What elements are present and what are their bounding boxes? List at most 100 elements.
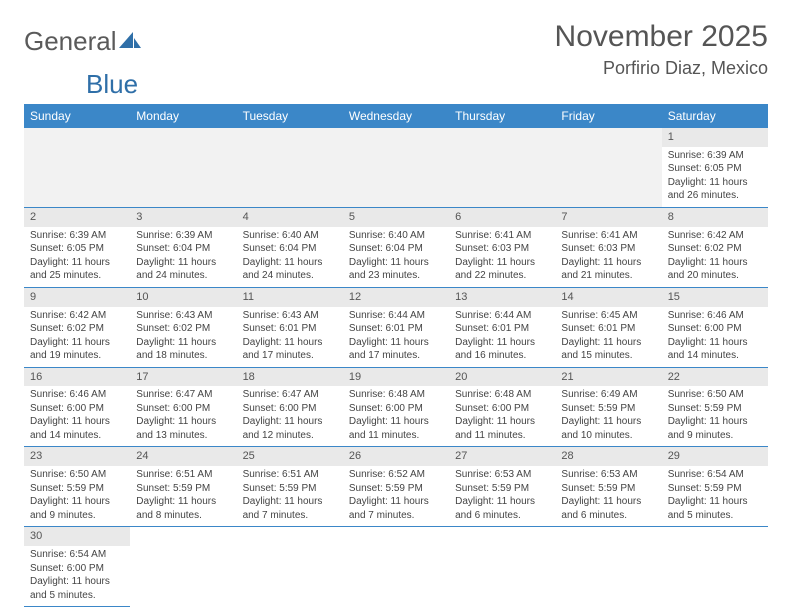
weekday-header: Monday: [130, 104, 236, 128]
calendar-cell: 21Sunrise: 6:49 AMSunset: 5:59 PMDayligh…: [555, 367, 661, 447]
day-body: Sunrise: 6:48 AMSunset: 6:00 PMDaylight:…: [449, 386, 555, 446]
day-number: 16: [24, 368, 130, 387]
day-body: Sunrise: 6:43 AMSunset: 6:01 PMDaylight:…: [237, 307, 343, 367]
sunrise-line: Sunrise: 6:51 AM: [136, 468, 230, 482]
day-body: Sunrise: 6:49 AMSunset: 5:59 PMDaylight:…: [555, 386, 661, 446]
calendar-cell: 24Sunrise: 6:51 AMSunset: 5:59 PMDayligh…: [130, 447, 236, 527]
daylight-line: Daylight: 11 hours and 14 minutes.: [30, 415, 124, 442]
weekday-header: Thursday: [449, 104, 555, 128]
day-number: 27: [449, 447, 555, 466]
calendar-cell: 25Sunrise: 6:51 AMSunset: 5:59 PMDayligh…: [237, 447, 343, 527]
daylight-line: Daylight: 11 hours and 22 minutes.: [455, 256, 549, 283]
day-number: 19: [343, 368, 449, 387]
sunset-line: Sunset: 5:59 PM: [668, 402, 762, 416]
daylight-line: Daylight: 11 hours and 18 minutes.: [136, 336, 230, 363]
calendar-row: 30Sunrise: 6:54 AMSunset: 6:00 PMDayligh…: [24, 527, 768, 607]
day-number: 1: [662, 128, 768, 147]
calendar-cell: 12Sunrise: 6:44 AMSunset: 6:01 PMDayligh…: [343, 287, 449, 367]
day-body: Sunrise: 6:51 AMSunset: 5:59 PMDaylight:…: [237, 466, 343, 526]
sunset-line: Sunset: 5:59 PM: [561, 402, 655, 416]
day-number: 3: [130, 208, 236, 227]
day-number: 12: [343, 288, 449, 307]
day-number: 28: [555, 447, 661, 466]
weekday-header: Wednesday: [343, 104, 449, 128]
sunrise-line: Sunrise: 6:43 AM: [243, 309, 337, 323]
sunrise-line: Sunrise: 6:51 AM: [243, 468, 337, 482]
daylight-line: Daylight: 11 hours and 11 minutes.: [455, 415, 549, 442]
calendar-cell: [662, 527, 768, 607]
sunrise-line: Sunrise: 6:39 AM: [136, 229, 230, 243]
daylight-line: Daylight: 11 hours and 6 minutes.: [561, 495, 655, 522]
day-number: 20: [449, 368, 555, 387]
daylight-line: Daylight: 11 hours and 5 minutes.: [668, 495, 762, 522]
sunset-line: Sunset: 6:05 PM: [668, 162, 762, 176]
sunset-line: Sunset: 6:04 PM: [136, 242, 230, 256]
sunset-line: Sunset: 6:00 PM: [455, 402, 549, 416]
sunset-line: Sunset: 6:00 PM: [30, 562, 124, 576]
day-number: 4: [237, 208, 343, 227]
calendar-cell: 6Sunrise: 6:41 AMSunset: 6:03 PMDaylight…: [449, 207, 555, 287]
day-number: 11: [237, 288, 343, 307]
day-body: Sunrise: 6:39 AMSunset: 6:05 PMDaylight:…: [662, 147, 768, 207]
day-number: 9: [24, 288, 130, 307]
sunset-line: Sunset: 6:01 PM: [243, 322, 337, 336]
daylight-line: Daylight: 11 hours and 26 minutes.: [668, 176, 762, 203]
daylight-line: Daylight: 11 hours and 20 minutes.: [668, 256, 762, 283]
daylight-line: Daylight: 11 hours and 10 minutes.: [561, 415, 655, 442]
calendar-row: 16Sunrise: 6:46 AMSunset: 6:00 PMDayligh…: [24, 367, 768, 447]
weekday-header: Saturday: [662, 104, 768, 128]
day-body: Sunrise: 6:40 AMSunset: 6:04 PMDaylight:…: [237, 227, 343, 287]
day-body: Sunrise: 6:39 AMSunset: 6:04 PMDaylight:…: [130, 227, 236, 287]
sunset-line: Sunset: 6:00 PM: [349, 402, 443, 416]
sunrise-line: Sunrise: 6:47 AM: [136, 388, 230, 402]
daylight-line: Daylight: 11 hours and 7 minutes.: [243, 495, 337, 522]
day-body: Sunrise: 6:41 AMSunset: 6:03 PMDaylight:…: [555, 227, 661, 287]
calendar-cell: 10Sunrise: 6:43 AMSunset: 6:02 PMDayligh…: [130, 287, 236, 367]
day-number: 2: [24, 208, 130, 227]
calendar-cell: 19Sunrise: 6:48 AMSunset: 6:00 PMDayligh…: [343, 367, 449, 447]
sunrise-line: Sunrise: 6:49 AM: [561, 388, 655, 402]
day-body: Sunrise: 6:50 AMSunset: 5:59 PMDaylight:…: [24, 466, 130, 526]
calendar-cell: 23Sunrise: 6:50 AMSunset: 5:59 PMDayligh…: [24, 447, 130, 527]
sunset-line: Sunset: 6:04 PM: [349, 242, 443, 256]
sunset-line: Sunset: 6:04 PM: [243, 242, 337, 256]
calendar-cell: 3Sunrise: 6:39 AMSunset: 6:04 PMDaylight…: [130, 207, 236, 287]
calendar-cell: 17Sunrise: 6:47 AMSunset: 6:00 PMDayligh…: [130, 367, 236, 447]
daylight-line: Daylight: 11 hours and 9 minutes.: [668, 415, 762, 442]
month-title: November 2025: [555, 20, 768, 54]
sunset-line: Sunset: 6:01 PM: [349, 322, 443, 336]
daylight-line: Daylight: 11 hours and 24 minutes.: [136, 256, 230, 283]
calendar-cell: 4Sunrise: 6:40 AMSunset: 6:04 PMDaylight…: [237, 207, 343, 287]
day-number: 15: [662, 288, 768, 307]
calendar-cell: [343, 128, 449, 207]
logo: General: [24, 26, 141, 57]
day-number: 24: [130, 447, 236, 466]
day-number: 5: [343, 208, 449, 227]
day-number: 10: [130, 288, 236, 307]
sunset-line: Sunset: 6:02 PM: [136, 322, 230, 336]
calendar-cell: 30Sunrise: 6:54 AMSunset: 6:00 PMDayligh…: [24, 527, 130, 607]
daylight-line: Daylight: 11 hours and 9 minutes.: [30, 495, 124, 522]
logo-text-general: General: [24, 26, 117, 57]
calendar-cell: 5Sunrise: 6:40 AMSunset: 6:04 PMDaylight…: [343, 207, 449, 287]
day-number: 23: [24, 447, 130, 466]
calendar-row: 9Sunrise: 6:42 AMSunset: 6:02 PMDaylight…: [24, 287, 768, 367]
daylight-line: Daylight: 11 hours and 24 minutes.: [243, 256, 337, 283]
calendar-cell: 20Sunrise: 6:48 AMSunset: 6:00 PMDayligh…: [449, 367, 555, 447]
daylight-line: Daylight: 11 hours and 13 minutes.: [136, 415, 230, 442]
calendar-cell: 22Sunrise: 6:50 AMSunset: 5:59 PMDayligh…: [662, 367, 768, 447]
sunrise-line: Sunrise: 6:44 AM: [349, 309, 443, 323]
sunset-line: Sunset: 5:59 PM: [561, 482, 655, 496]
calendar-cell: [24, 128, 130, 207]
calendar-table: SundayMondayTuesdayWednesdayThursdayFrid…: [24, 104, 768, 607]
daylight-line: Daylight: 11 hours and 15 minutes.: [561, 336, 655, 363]
sunrise-line: Sunrise: 6:39 AM: [30, 229, 124, 243]
sunrise-line: Sunrise: 6:44 AM: [455, 309, 549, 323]
weekday-header: Sunday: [24, 104, 130, 128]
day-number: 14: [555, 288, 661, 307]
daylight-line: Daylight: 11 hours and 19 minutes.: [30, 336, 124, 363]
day-body: Sunrise: 6:44 AMSunset: 6:01 PMDaylight:…: [343, 307, 449, 367]
sunset-line: Sunset: 5:59 PM: [136, 482, 230, 496]
calendar-cell: 1Sunrise: 6:39 AMSunset: 6:05 PMDaylight…: [662, 128, 768, 207]
sunrise-line: Sunrise: 6:40 AM: [243, 229, 337, 243]
